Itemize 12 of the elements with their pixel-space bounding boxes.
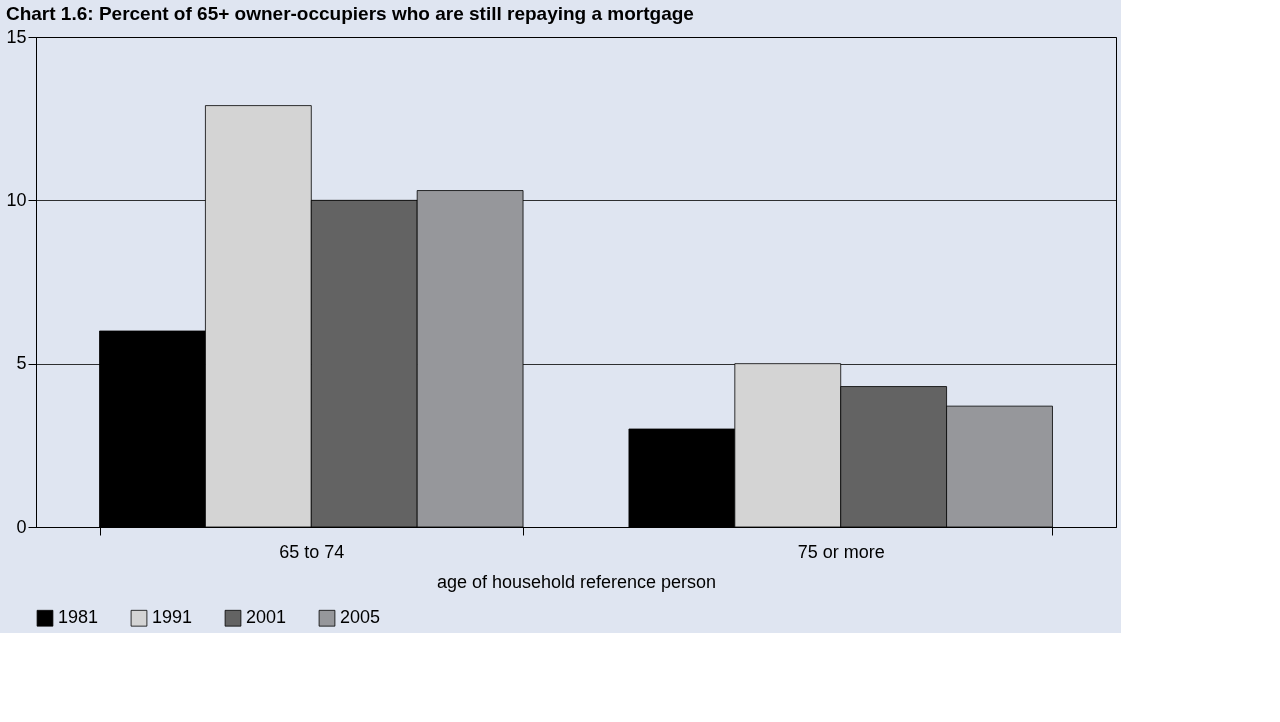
legend-label: 1991 [152,607,193,628]
chart-title: Chart 1.6: Percent of 65+ owner-occupiers who are still repaying a mortgage [5,3,694,24]
x-axis-title: age of household reference person [436,571,717,592]
y-tick-label: 5 [16,353,27,374]
legend-label: 2001 [246,607,287,628]
y-tick-label: 10 [6,189,27,210]
legend-label: 1981 [58,607,99,628]
x-tick-label: 65 to 74 [279,541,345,562]
x-tick-label: 75 or more [797,541,885,562]
y-tick-label: 0 [16,516,27,537]
legend-label: 2005 [340,607,381,628]
y-tick-label: 15 [6,26,27,47]
